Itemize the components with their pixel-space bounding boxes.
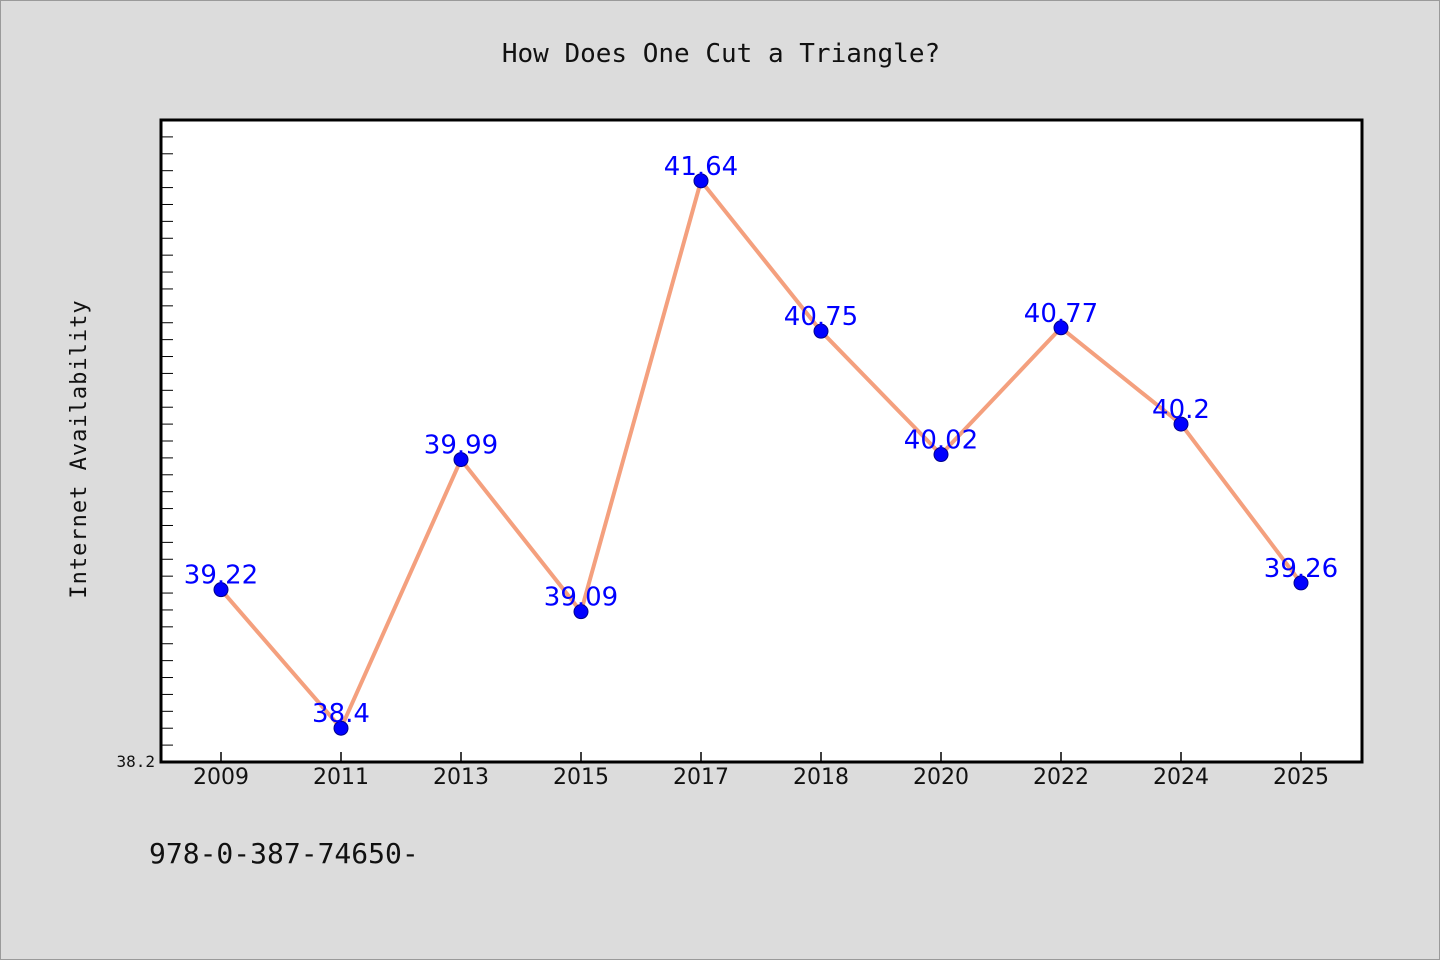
data-label: 41.64	[664, 152, 738, 182]
y-axis-label: Internet Availability	[67, 299, 92, 598]
data-label: 39.09	[544, 583, 618, 613]
y-axis-tick-labels: 38.2	[116, 752, 155, 771]
x-tick-label: 2020	[913, 765, 969, 790]
x-axis-ticks	[220, 752, 1302, 762]
series-points-group	[213, 173, 1309, 736]
series-line-group	[219, 178, 1303, 731]
data-point	[813, 323, 829, 339]
data-label: 39.99	[424, 431, 498, 461]
data-label: 40.02	[904, 426, 978, 456]
x-tick-label: 2018	[793, 765, 849, 790]
x-tick-label: 2022	[1033, 765, 1089, 790]
data-label: 40.77	[1024, 299, 1098, 329]
y-axis-ticks	[161, 136, 173, 746]
data-point	[1053, 320, 1069, 336]
x-tick-label: 2015	[553, 765, 609, 790]
x-tick-label: 2009	[193, 765, 249, 790]
chart-title: How Does One Cut a Triangle?	[502, 39, 940, 69]
x-tick-label: 2011	[313, 765, 369, 790]
data-point	[693, 173, 709, 189]
y-tick-label: 38.2	[116, 752, 155, 771]
x-tick-label: 2024	[1153, 765, 1209, 790]
data-label: 39.22	[184, 561, 258, 591]
x-tick-label: 2025	[1273, 765, 1329, 790]
x-axis-tick-labels: 2009 2011 2013 2015 2017 2018 2020 2022 2024 2025	[193, 765, 1329, 790]
series-line	[219, 178, 1303, 731]
data-point	[573, 604, 589, 620]
x-tick-label: 2017	[673, 765, 729, 790]
data-point	[333, 720, 349, 736]
data-label: 39.26	[1264, 554, 1338, 584]
data-label: 40.75	[784, 302, 858, 332]
footer-isbn-text: 978-0-387-74650-	[149, 837, 419, 870]
data-point	[453, 452, 469, 468]
data-point	[213, 582, 229, 598]
plot-area	[159, 118, 1364, 764]
x-tick-label: 2013	[433, 765, 489, 790]
data-point	[1293, 575, 1309, 591]
data-point	[1173, 416, 1189, 432]
data-labels-group: 39.22 38.4 39.99 39.09 41.64 40.75 40.02 40.77 4…	[184, 152, 1338, 729]
data-label: 40.2	[1152, 395, 1210, 425]
data-point	[933, 447, 949, 463]
data-label: 38.4	[312, 699, 370, 729]
